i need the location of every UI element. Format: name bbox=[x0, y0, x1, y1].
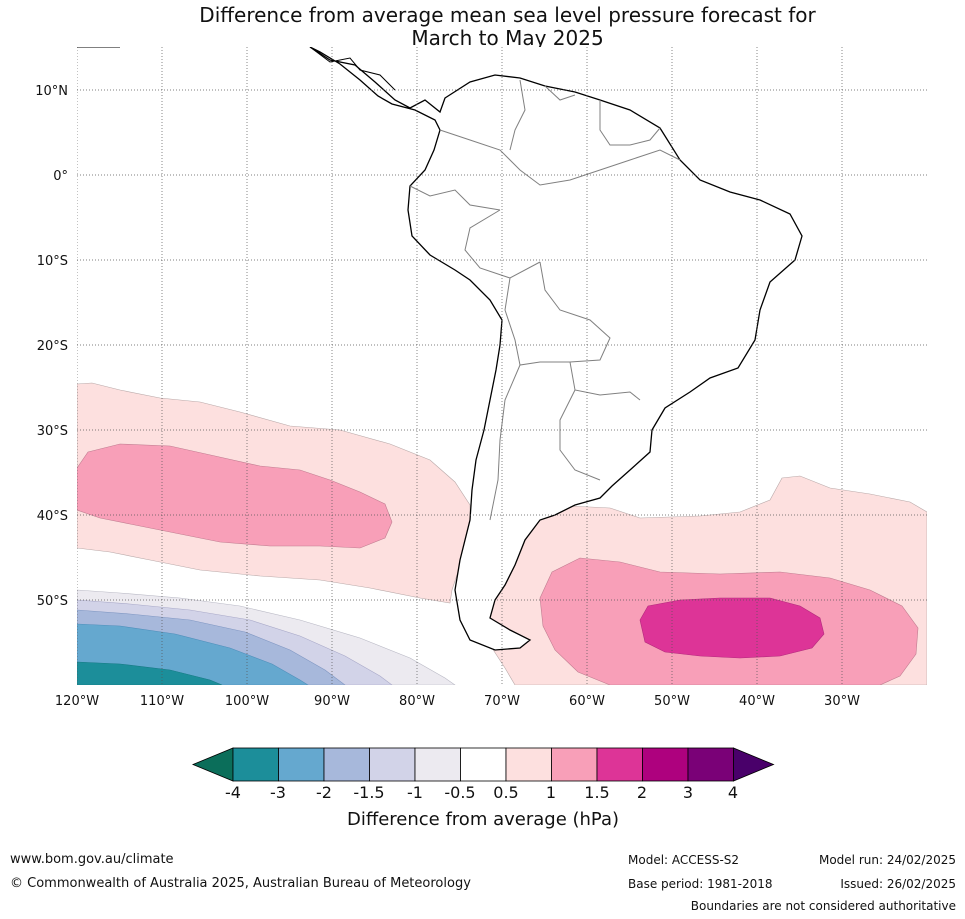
base-period-info: Base period: 1981-2018 bbox=[628, 877, 773, 891]
lat-label-10s: 10°S bbox=[37, 254, 68, 269]
colorbar-tick-label: -2 bbox=[316, 783, 332, 802]
lon-label-120w: 120°W bbox=[55, 694, 99, 709]
lat-label-20s: 20°S bbox=[37, 339, 68, 354]
colorbar-tick-label: -3 bbox=[270, 783, 286, 802]
colorbar-bin bbox=[687, 747, 734, 782]
lon-label-40w: 40°W bbox=[739, 694, 775, 709]
latitude-labels: 10°N 0° 10°S 20°S 30°S 40°S 50°S bbox=[35, 84, 68, 609]
website-link[interactable]: www.bom.gov.au/climate bbox=[10, 852, 174, 867]
longitude-labels: 120°W 110°W 100°W 90°W 80°W 70°W 60°W 50… bbox=[55, 694, 860, 709]
colorbar-tick-label: 1.5 bbox=[584, 783, 609, 802]
anomaly-region-se-1.5-2 bbox=[639, 597, 825, 659]
lon-label-80w: 80°W bbox=[399, 694, 435, 709]
issued-date: Issued: 26/02/2025 bbox=[840, 877, 956, 891]
model-info: Model: ACCESS-S2 bbox=[628, 853, 740, 867]
colorbar-bin bbox=[505, 747, 552, 782]
boundaries-disclaimer: Boundaries are not considered authoritat… bbox=[690, 899, 956, 913]
colorbar-bin bbox=[278, 747, 325, 782]
lat-label-30s: 30°S bbox=[37, 424, 68, 439]
lon-label-60w: 60°W bbox=[569, 694, 605, 709]
colorbar-tick-label: -4 bbox=[225, 783, 241, 802]
colorbar-tick-label: 1 bbox=[546, 783, 556, 802]
anomaly-region-sw-neg-3 bbox=[77, 661, 223, 685]
central-america-landmass bbox=[77, 47, 396, 91]
colorbar-bin bbox=[642, 747, 689, 782]
colorbar-tick-label: -1 bbox=[407, 783, 423, 802]
lat-label-0: 0° bbox=[53, 169, 68, 184]
model-run-info: Model run: 24/02/2025 bbox=[818, 853, 956, 867]
copyright-notice: © Commonwealth of Australia 2025, Austra… bbox=[10, 876, 471, 891]
lon-label-50w: 50°W bbox=[654, 694, 690, 709]
colorbar-tick-label: -1.5 bbox=[353, 783, 384, 802]
lon-label-90w: 90°W bbox=[314, 694, 350, 709]
colorbar-bin bbox=[369, 747, 416, 782]
colorbar-bin bbox=[323, 747, 370, 782]
colorbar-extend-high bbox=[733, 747, 775, 782]
lat-label-50s: 50°S bbox=[37, 594, 68, 609]
south-america-landmass bbox=[309, 47, 803, 651]
colorbar-tick-labels: -4 -3 -2 -1.5 -1 -0.5 0.5 1 1.5 2 3 4 bbox=[225, 783, 738, 802]
lat-label-40s: 40°S bbox=[37, 509, 68, 524]
gridlines bbox=[77, 47, 927, 685]
colorbar-extend-low bbox=[191, 747, 234, 782]
lon-label-70w: 70°W bbox=[484, 694, 520, 709]
colorbar-tick-label: 0.5 bbox=[493, 783, 518, 802]
colorbar-title: Difference from average (hPa) bbox=[347, 809, 619, 830]
map-title-line1: Difference from average mean sea level p… bbox=[199, 3, 816, 27]
colorbar-tick-label: -0.5 bbox=[444, 783, 475, 802]
colorbar-bin bbox=[414, 747, 461, 782]
colorbar-bin bbox=[460, 747, 507, 782]
lat-label-10n: 10°N bbox=[35, 84, 68, 99]
colorbar-tick-label: 2 bbox=[637, 783, 647, 802]
colorbar bbox=[191, 747, 775, 782]
lon-label-30w: 30°W bbox=[824, 694, 860, 709]
colorbar-bin bbox=[551, 747, 598, 782]
map-plot-area bbox=[77, 47, 927, 685]
country-borders bbox=[409, 79, 681, 521]
colorbar-bin bbox=[232, 747, 279, 782]
map-title-line2: March to May 2025 bbox=[411, 26, 604, 50]
lon-label-110w: 110°W bbox=[140, 694, 184, 709]
colorbar-tick-label: 4 bbox=[728, 783, 738, 802]
lon-label-100w: 100°W bbox=[225, 694, 269, 709]
colorbar-tick-label: 3 bbox=[683, 783, 693, 802]
anomaly-region-west-1-1.5 bbox=[77, 443, 393, 549]
colorbar-bin bbox=[596, 747, 643, 782]
map-title: Difference from average mean sea level p… bbox=[0, 4, 965, 50]
